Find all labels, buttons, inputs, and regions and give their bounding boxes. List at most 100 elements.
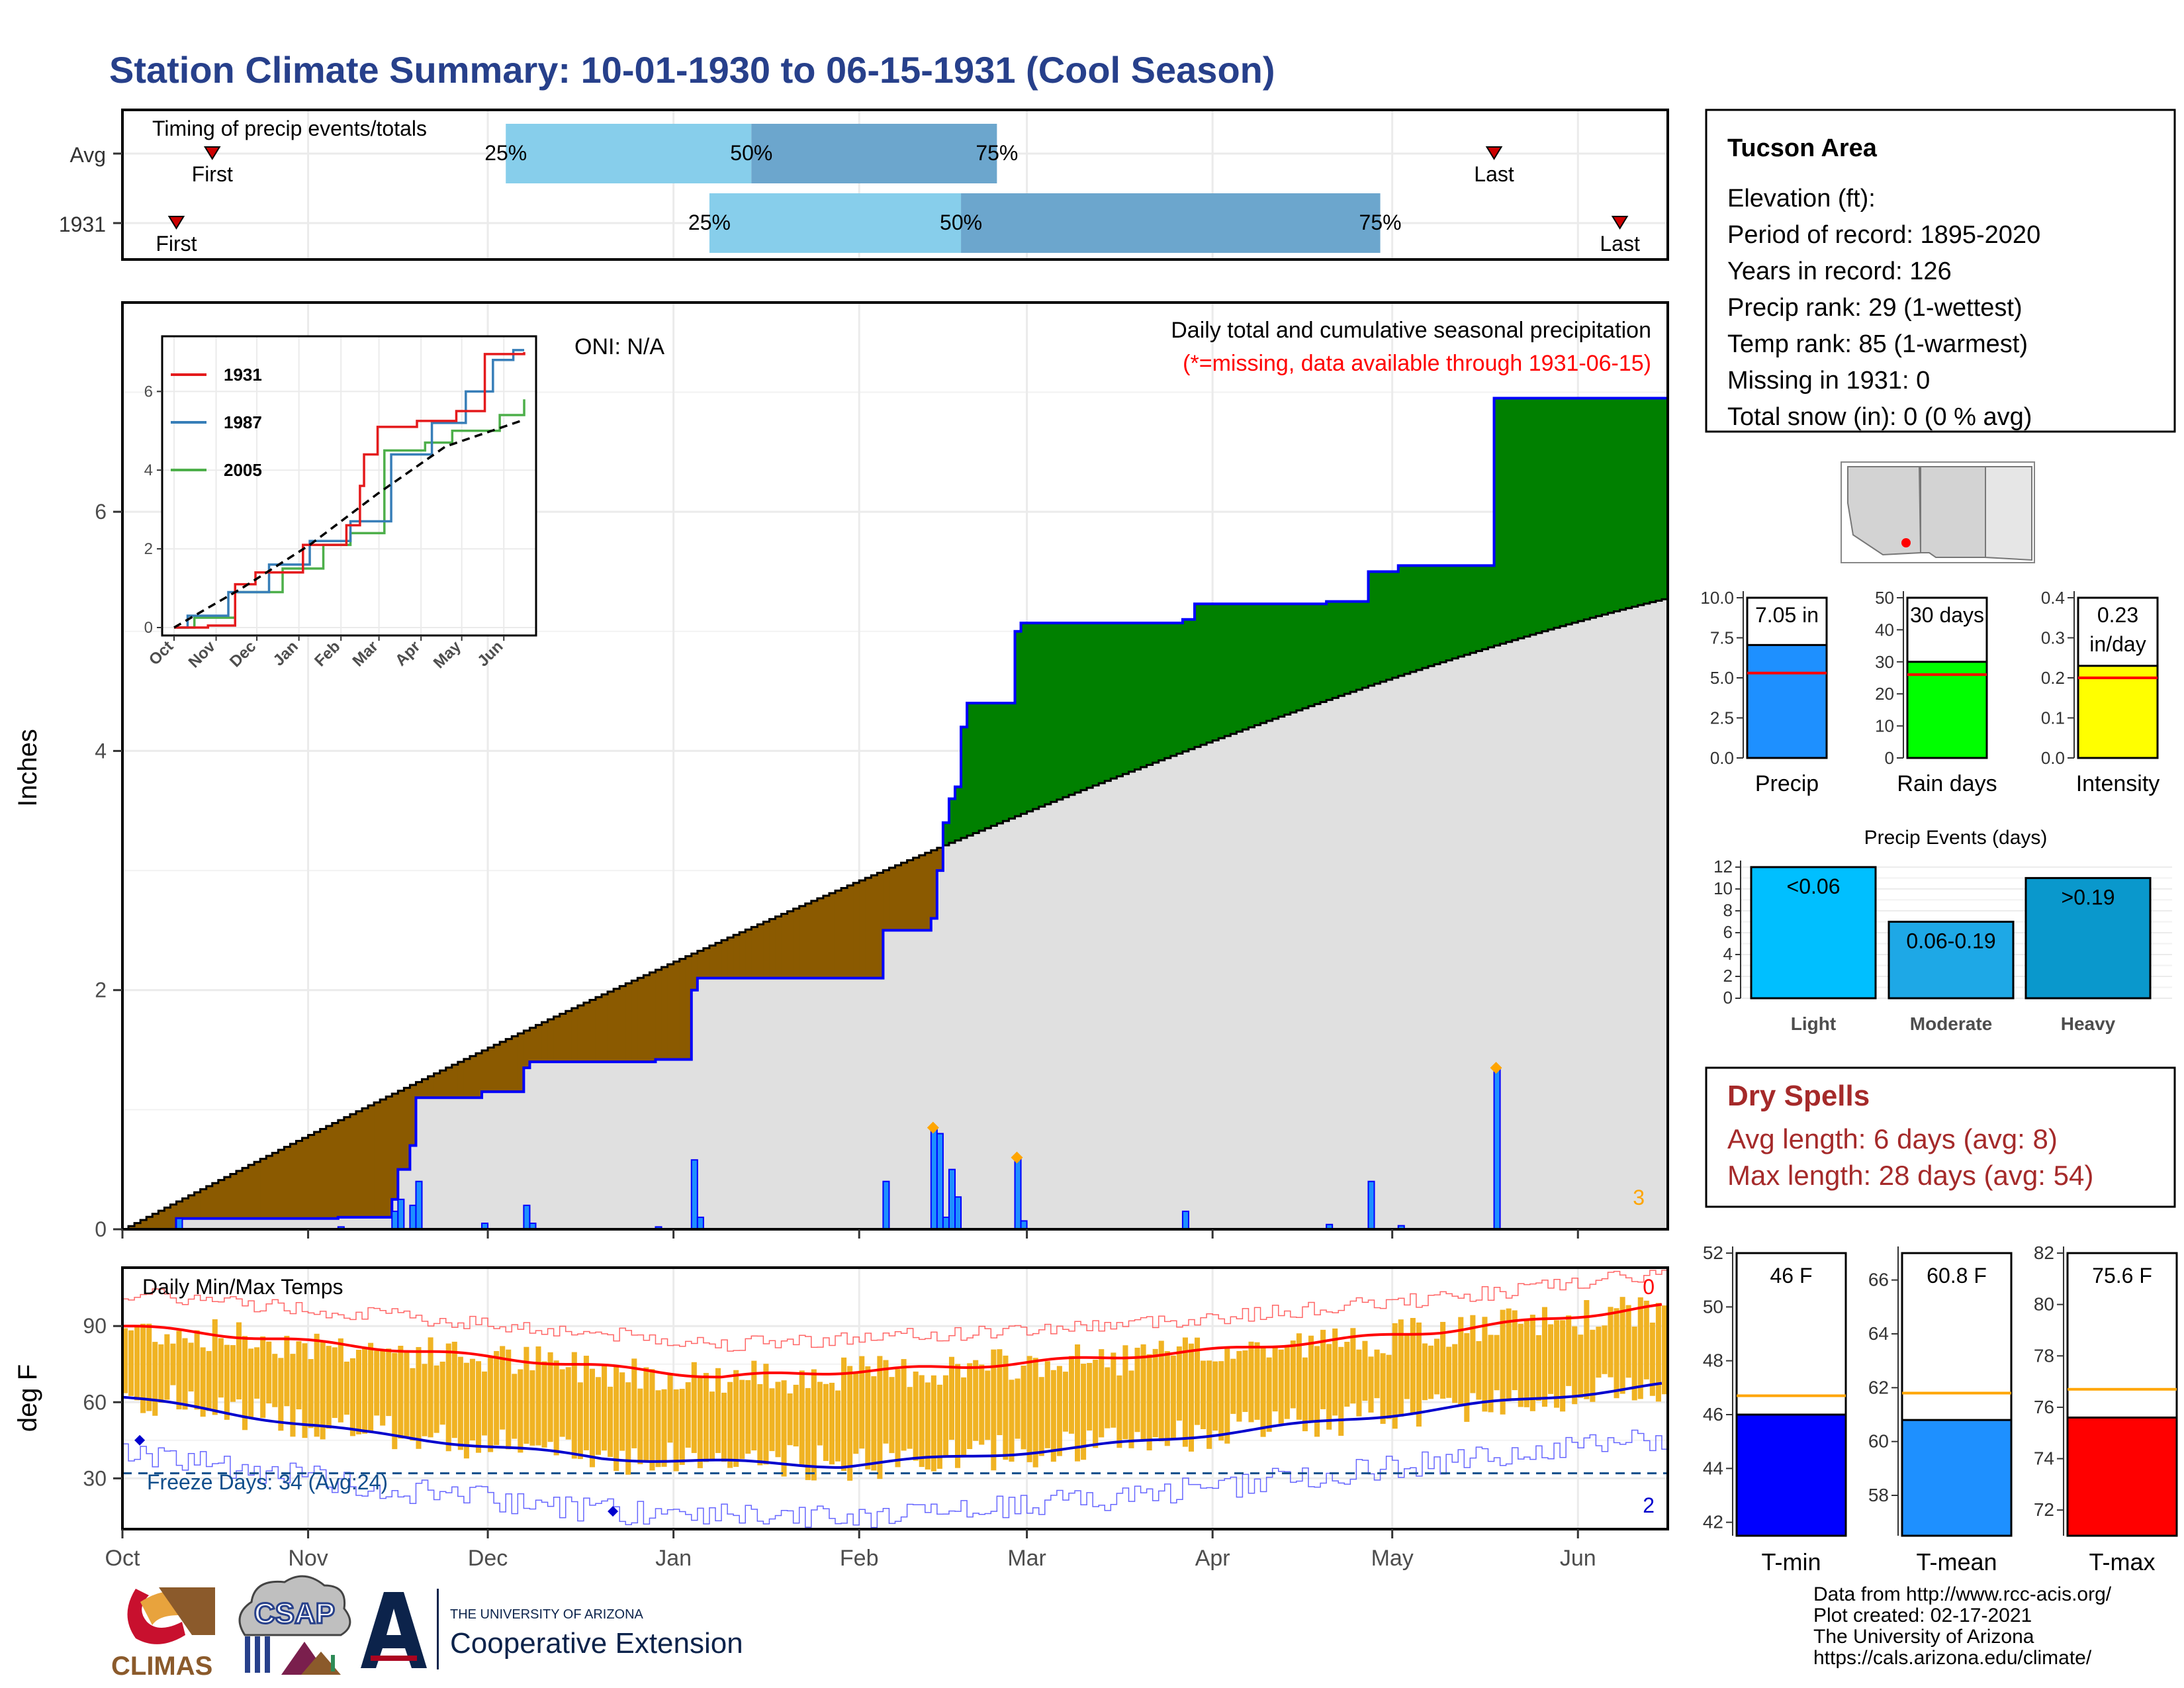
daily-temp-range-bar: [410, 1368, 416, 1441]
info-line-precip-rank: Precip rank: 29 (1-wettest): [1727, 294, 2023, 322]
below-normal-fill: [775, 916, 782, 978]
temp-x-tick-label: Dec: [468, 1546, 508, 1571]
daily-temp-range-bar: [302, 1343, 308, 1438]
daily-precip-bar: [523, 1204, 531, 1231]
daily-temp-range-bar: [1188, 1343, 1195, 1452]
daily-temp-range-bar: [326, 1346, 332, 1429]
timing-last-label: Last: [1600, 232, 1640, 256]
above-normal-fill: [1374, 571, 1381, 684]
below-normal-fill: [374, 1102, 381, 1217]
above-normal-fill: [1266, 604, 1273, 722]
below-normal-fill: [164, 1207, 171, 1229]
temp-gauge-value-label: 75.6 F: [2092, 1264, 2152, 1288]
below-normal-fill: [416, 1082, 423, 1098]
timing-row-label-year: 1931: [59, 212, 106, 236]
below-normal-fill: [649, 972, 657, 1062]
daily-temp-range-bar: [769, 1388, 775, 1452]
above-normal-fill: [1661, 398, 1668, 600]
below-normal-fill: [176, 1201, 183, 1219]
below-normal-fill: [445, 1067, 453, 1098]
above-normal-fill: [1026, 623, 1034, 812]
daily-temp-range-bar: [1134, 1347, 1140, 1432]
daily-temp-range-bar: [1637, 1297, 1643, 1399]
above-normal-fill: [1302, 604, 1309, 708]
above-normal-fill: [1512, 398, 1519, 640]
daily-temp-range-bar: [1596, 1327, 1602, 1378]
gauge-value-bar: [2077, 665, 2159, 759]
timing-last-marker: [1485, 146, 1503, 160]
below-normal-fill: [128, 1226, 135, 1229]
above-normal-fill: [1254, 604, 1261, 726]
below-normal-fill: [463, 1058, 471, 1098]
map-neighbor-shape: [1985, 466, 2032, 561]
below-normal-fill: [338, 1120, 345, 1217]
below-normal-fill: [343, 1117, 351, 1217]
daily-temp-range-bar: [1284, 1346, 1290, 1419]
below-normal-fill: [506, 1039, 512, 1092]
timing-first-label: First: [192, 162, 233, 186]
daily-temp-range-bar: [901, 1359, 907, 1451]
daily-temp-range-bar: [799, 1370, 805, 1466]
daily-precip-bar: [391, 1210, 399, 1230]
daily-temp-range-bar: [1224, 1346, 1230, 1444]
flagged-day-marker: [1011, 1151, 1023, 1164]
below-normal-fill: [583, 1002, 590, 1062]
record-low-marker: [608, 1506, 619, 1517]
inset-legend-label: 1931: [224, 365, 262, 385]
above-normal-fill: [1500, 398, 1507, 644]
above-normal-fill: [1062, 623, 1069, 798]
timing-first-label: First: [156, 232, 197, 256]
below-normal-fill: [625, 983, 632, 1062]
daily-temp-range-bar: [332, 1347, 338, 1419]
daily-temp-range-bar: [1380, 1353, 1386, 1424]
temp-gauge-label: T-max: [2089, 1548, 2155, 1575]
above-normal-fill: [1560, 398, 1567, 626]
below-normal-fill: [332, 1123, 339, 1219]
temp-x-tick-label: Apr: [1195, 1546, 1230, 1571]
temp-gauge-tick-label: 74: [2034, 1448, 2054, 1469]
daily-temp-range-bar: [895, 1369, 901, 1468]
below-normal-fill: [715, 943, 722, 978]
daily-temp-range-bar: [1164, 1351, 1170, 1446]
temp-x-tick-label: Oct: [105, 1546, 140, 1571]
daily-temp-range-bar: [1619, 1297, 1625, 1394]
daily-temp-range-bar: [1541, 1307, 1547, 1407]
below-normal-fill: [571, 1008, 578, 1062]
temp-gauge-value-bar: [1901, 1419, 2013, 1537]
daily-temp-range-bar: [829, 1382, 835, 1465]
daily-temp-range-bar: [1350, 1328, 1356, 1404]
daily-temp-range-bar: [512, 1374, 518, 1439]
above-normal-fill: [1140, 623, 1148, 767]
below-normal-fill: [488, 1047, 494, 1092]
gauge-tick-label: 0.2: [2041, 668, 2065, 688]
daily-temp-range-bar: [985, 1370, 991, 1440]
timing-pct-label: 25%: [484, 141, 527, 165]
timing-last-marker: [1611, 216, 1629, 230]
above-normal-fill: [1535, 398, 1543, 633]
daily-temp-range-bar: [942, 1375, 948, 1456]
temp-y-tick-label: 90: [83, 1314, 107, 1338]
daily-temp-range-bar: [320, 1340, 326, 1440]
daily-temp-range-bar: [1506, 1308, 1512, 1401]
gauge-label: Rain days: [1897, 771, 1997, 796]
daily-temp-range-bar: [1201, 1360, 1206, 1430]
above-normal-fill: [1284, 604, 1291, 715]
above-normal-fill: [1380, 571, 1387, 682]
inset-series-line: [174, 352, 525, 629]
below-normal-fill: [278, 1150, 285, 1219]
above-normal-fill: [967, 703, 974, 836]
temp-gauge-tick-label: 62: [1868, 1377, 1889, 1397]
events-title: Precip Events (days): [1864, 827, 2048, 849]
below-normal-fill: [242, 1168, 249, 1219]
daily-temp-range-bar: [152, 1342, 158, 1416]
below-normal-fill: [200, 1189, 207, 1219]
inset-y-tick-label: 4: [144, 461, 153, 479]
above-normal-fill: [1434, 565, 1441, 665]
above-normal-fill: [1290, 604, 1297, 713]
temp-gauge-tick-label: 52: [1703, 1243, 1723, 1263]
daily-temp-range-bar: [775, 1382, 781, 1458]
above-normal-fill: [1596, 398, 1603, 616]
freeze-days-label: Freeze Days: 34 (Avg:24): [147, 1470, 388, 1494]
